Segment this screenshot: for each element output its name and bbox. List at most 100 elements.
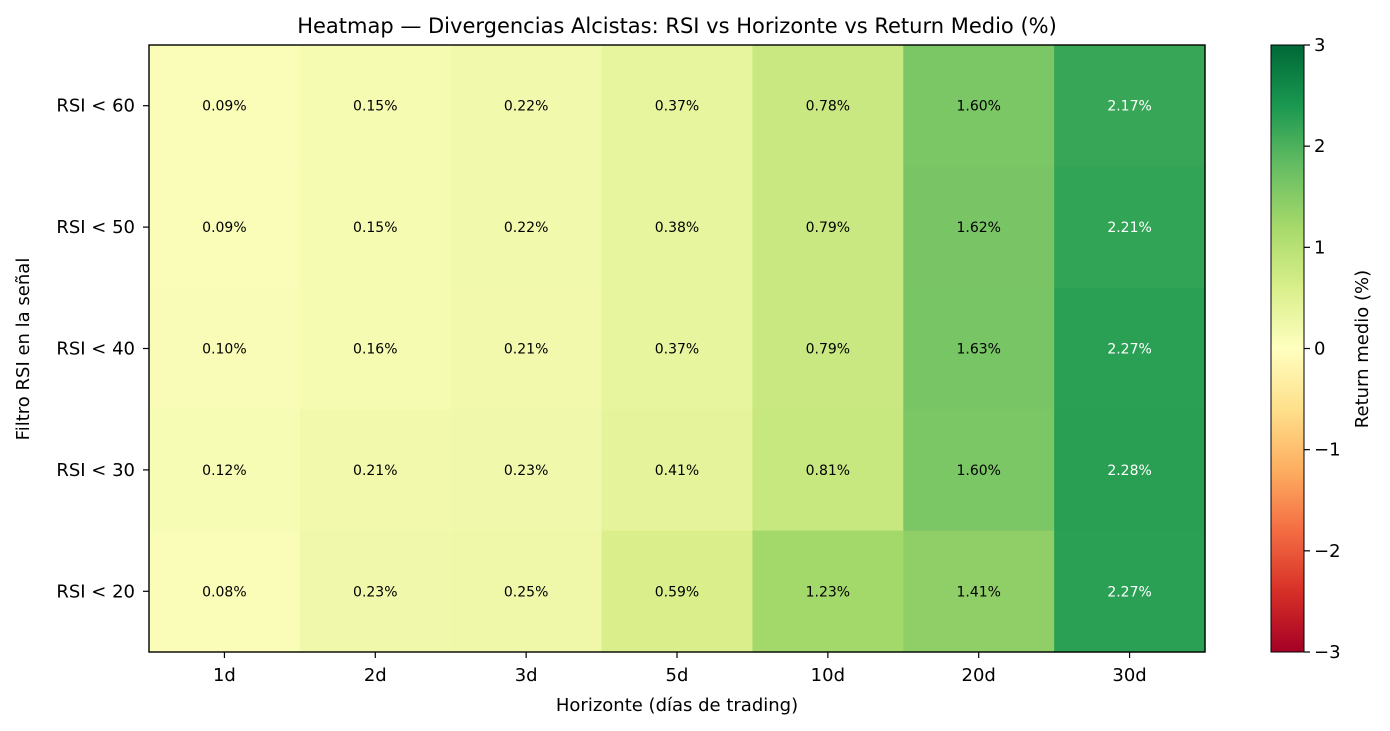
heatmap-cell bbox=[1054, 287, 1206, 410]
cell-value-label: 0.41% bbox=[655, 463, 699, 479]
cell-value-label: 0.21% bbox=[504, 342, 548, 358]
cell-value-label: 0.15% bbox=[353, 220, 397, 236]
heatmap-cell bbox=[903, 287, 1055, 410]
cell-value-label: 1.41% bbox=[956, 584, 1000, 600]
cell-value-label: 0.78% bbox=[806, 99, 850, 115]
heatmap-cell-labels: 0.09% 0.15% 0.22% 0.37% 0.78% 1.60% 2.17% 0.09%… bbox=[202, 99, 1152, 601]
heatmap-cell bbox=[601, 530, 754, 653]
colorbar-tick-label: −1 bbox=[1314, 440, 1341, 461]
heatmap-cell bbox=[450, 45, 603, 167]
heatmap-cell bbox=[299, 287, 452, 410]
cell-value-label: 2.17% bbox=[1107, 99, 1151, 115]
cell-value-label: 0.37% bbox=[655, 99, 699, 115]
x-tick-label: 5d bbox=[666, 665, 689, 686]
heatmap-cells bbox=[149, 45, 1206, 653]
cell-value-label: 1.62% bbox=[956, 220, 1000, 236]
colorbar-ticks: 3 2 1 0 −1 −2 −3 bbox=[1304, 35, 1341, 663]
colorbar-tick-label: 3 bbox=[1314, 35, 1325, 56]
heatmap-cell bbox=[752, 45, 904, 167]
cell-value-label: 1.63% bbox=[956, 342, 1000, 358]
cell-value-label: 0.59% bbox=[655, 584, 699, 600]
colorbar-tick-label: −2 bbox=[1314, 541, 1341, 562]
heatmap-cell bbox=[601, 166, 754, 289]
heatmap-cell bbox=[752, 409, 904, 532]
heatmap-cell bbox=[149, 45, 301, 167]
cell-value-label: 1.60% bbox=[956, 99, 1000, 115]
cell-value-label: 2.28% bbox=[1107, 463, 1151, 479]
heatmap-cell bbox=[903, 409, 1055, 532]
x-tick-label: 3d bbox=[515, 665, 538, 686]
x-axis: 1d 2d 3d 5d 10d 20d 30d bbox=[213, 652, 1147, 686]
colorbar-tick-label: 2 bbox=[1314, 136, 1325, 157]
heatmap-cell bbox=[450, 287, 603, 410]
heatmap-cell bbox=[1054, 409, 1206, 532]
cell-value-label: 2.27% bbox=[1107, 342, 1151, 358]
cell-value-label: 0.81% bbox=[806, 463, 850, 479]
cell-value-label: 0.08% bbox=[202, 584, 246, 600]
cell-value-label: 0.22% bbox=[504, 220, 548, 236]
x-tick-label: 1d bbox=[213, 665, 236, 686]
heatmap-cell bbox=[299, 409, 452, 532]
cell-value-label: 1.23% bbox=[806, 584, 850, 600]
y-axis: RSI < 60 RSI < 50 RSI < 40 RSI < 30 RSI < 20 bbox=[56, 96, 149, 602]
heatmap-cell bbox=[752, 287, 904, 410]
heatmap-cell bbox=[149, 166, 301, 289]
x-tick-label: 10d bbox=[811, 665, 845, 686]
colorbar-label: Return medio (%) bbox=[1352, 270, 1373, 428]
heatmap-cell bbox=[903, 530, 1055, 653]
heatmap-cell bbox=[903, 166, 1055, 289]
heatmap-cell bbox=[601, 45, 754, 167]
heatmap-cell bbox=[299, 530, 452, 653]
heatmap-cell bbox=[450, 530, 603, 653]
cell-value-label: 0.79% bbox=[806, 342, 850, 358]
heatmap-cell bbox=[450, 166, 603, 289]
colorbar-tick-label: 1 bbox=[1314, 237, 1325, 258]
heatmap-cell bbox=[1054, 45, 1206, 167]
y-tick-label: RSI < 50 bbox=[56, 217, 135, 238]
heatmap-cell bbox=[752, 530, 904, 653]
colorbar-tick-label: −3 bbox=[1314, 642, 1341, 663]
x-tick-label: 20d bbox=[962, 665, 996, 686]
y-tick-label: RSI < 60 bbox=[56, 96, 135, 117]
cell-value-label: 0.37% bbox=[655, 342, 699, 358]
heatmap-cell bbox=[149, 530, 301, 653]
cell-value-label: 0.09% bbox=[202, 220, 246, 236]
cell-value-label: 0.16% bbox=[353, 342, 397, 358]
cell-value-label: 0.22% bbox=[504, 99, 548, 115]
heatmap-cell bbox=[149, 409, 301, 532]
x-tick-label: 2d bbox=[364, 665, 387, 686]
heatmap-cell bbox=[299, 45, 452, 167]
cell-value-label: 0.21% bbox=[353, 463, 397, 479]
cell-value-label: 0.10% bbox=[202, 342, 246, 358]
colorbar-tick-label: 0 bbox=[1314, 339, 1325, 360]
cell-value-label: 0.25% bbox=[504, 584, 548, 600]
x-tick-label: 30d bbox=[1112, 665, 1146, 686]
cell-value-label: 2.27% bbox=[1107, 584, 1151, 600]
colorbar-gradient bbox=[1270, 44, 1305, 653]
y-axis-label: Filtro RSI en la señal bbox=[13, 258, 34, 441]
cell-value-label: 0.79% bbox=[806, 220, 850, 236]
heatmap-cell bbox=[1054, 166, 1206, 289]
heatmap-cell bbox=[299, 166, 452, 289]
y-tick-label: RSI < 20 bbox=[56, 581, 135, 602]
heatmap-cell bbox=[903, 45, 1055, 167]
cell-value-label: 0.23% bbox=[504, 463, 548, 479]
y-tick-label: RSI < 30 bbox=[56, 460, 135, 481]
heatmap-cell bbox=[1054, 530, 1206, 653]
cell-value-label: 0.12% bbox=[202, 463, 246, 479]
cell-value-label: 0.23% bbox=[353, 584, 397, 600]
cell-value-label: 0.15% bbox=[353, 99, 397, 115]
heatmap-cell bbox=[601, 287, 754, 410]
heatmap-cell bbox=[601, 409, 754, 532]
heatmap-cell bbox=[450, 409, 603, 532]
cell-value-label: 0.38% bbox=[655, 220, 699, 236]
cell-value-label: 2.21% bbox=[1107, 220, 1151, 236]
y-tick-label: RSI < 40 bbox=[56, 339, 135, 360]
cell-value-label: 1.60% bbox=[956, 463, 1000, 479]
cell-value-label: 0.09% bbox=[202, 99, 246, 115]
x-axis-label: Horizonte (días de trading) bbox=[556, 695, 798, 716]
heatmap-cell bbox=[149, 287, 301, 410]
heatmap-cell bbox=[752, 166, 904, 289]
chart-title: Heatmap — Divergencias Alcistas: RSI vs … bbox=[297, 14, 1057, 38]
